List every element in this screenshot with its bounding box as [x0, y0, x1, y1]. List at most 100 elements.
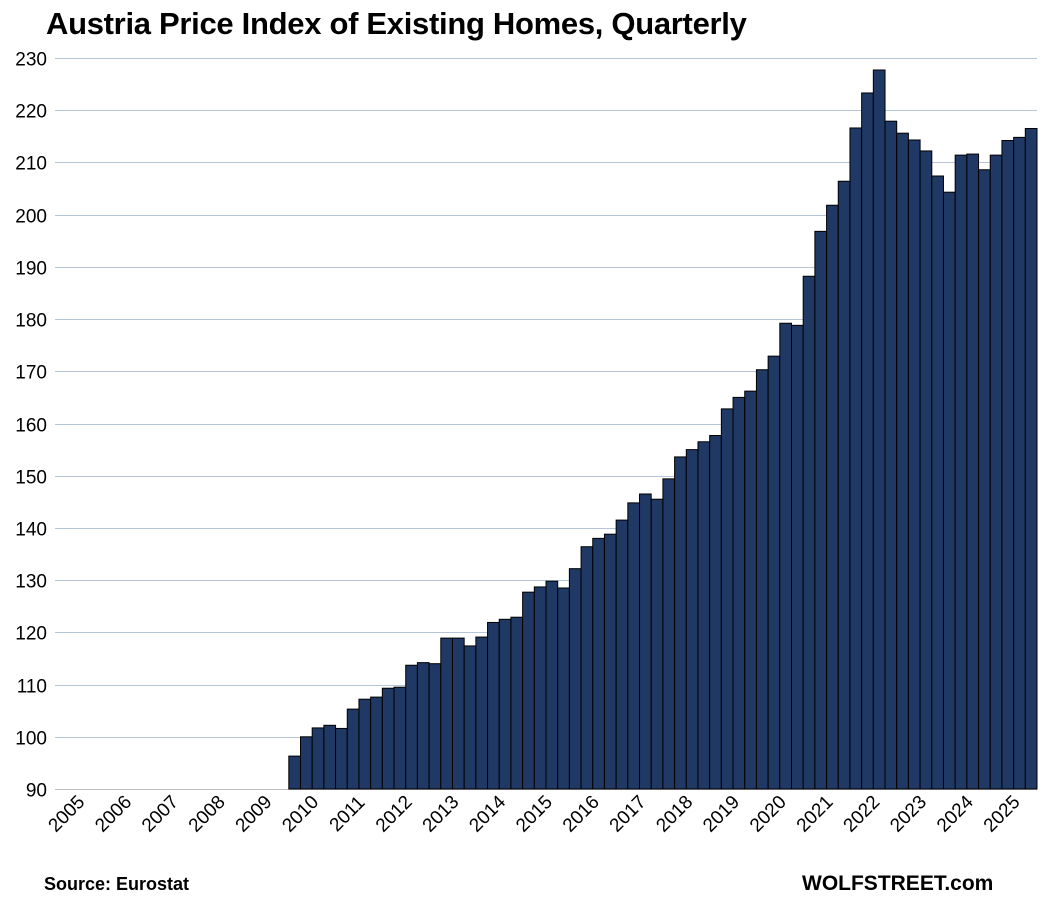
x-tick-label: 2005 [45, 792, 90, 837]
bars [288, 69, 1038, 790]
bar-2019Q2 [720, 408, 734, 790]
bar-2015Q1 [522, 591, 535, 790]
bar-2013Q2 [440, 637, 453, 790]
bar-2010Q2 [300, 736, 313, 790]
bar-2011Q1 [335, 727, 348, 790]
brand-logo-text: WOLFSTREET.com [802, 872, 994, 895]
y-tick-label: 120 [15, 624, 47, 645]
bar-2016Q3 [592, 537, 605, 790]
bar-2013Q1 [428, 663, 442, 790]
x-tick-label: 2023 [886, 792, 931, 837]
bar-2022Q2 [861, 92, 874, 790]
chart-title: Austria Price Index of Existing Homes, Q… [46, 6, 747, 41]
x-tick-label: 2022 [840, 792, 885, 837]
bar-2020Q1 [755, 369, 769, 790]
bar-2019Q1 [709, 435, 722, 790]
source-note: Source: Eurostat [44, 874, 190, 894]
bar-2015Q4 [557, 587, 570, 790]
bar-2025Q3 [1013, 136, 1026, 790]
bar-2013Q3 [451, 637, 465, 790]
x-tick-label: 2007 [138, 792, 183, 837]
bar-2024Q1 [942, 191, 956, 790]
bar-2010Q1 [288, 755, 301, 790]
x-tick-label: 2019 [699, 792, 744, 837]
bar-2010Q3 [311, 727, 325, 790]
x-tick-label: 2006 [91, 792, 136, 837]
bar-2024Q2 [954, 154, 968, 790]
bar-2023Q4 [931, 175, 944, 790]
bar-2018Q2 [674, 456, 687, 790]
bar-2014Q4 [510, 616, 524, 790]
x-tick-label: 2020 [746, 792, 791, 837]
x-tick-label: 2015 [512, 792, 557, 837]
x-tick-label: 2009 [232, 792, 277, 837]
bar-2017Q4 [650, 498, 664, 790]
bar-2016Q2 [580, 546, 594, 790]
x-tick-label: 2013 [419, 792, 464, 837]
bar-2017Q3 [639, 493, 652, 790]
bar-2020Q4 [791, 324, 804, 790]
bar-2021Q1 [802, 275, 816, 790]
bar-2022Q4 [884, 120, 898, 790]
x-tick-label: 2024 [933, 791, 978, 836]
bar-2019Q3 [732, 396, 746, 790]
bar-2015Q2 [533, 586, 547, 790]
bar-2017Q2 [627, 502, 641, 790]
bar-2021Q4 [837, 180, 851, 790]
bar-2018Q4 [697, 441, 711, 790]
bar-2025Q1 [989, 154, 1003, 790]
bar-2022Q3 [872, 69, 886, 790]
bar-2025Q4 [1024, 127, 1038, 790]
y-tick-label: 130 [15, 572, 47, 593]
bar-2018Q3 [685, 449, 699, 790]
bar-2024Q3 [966, 153, 980, 790]
x-axis-ticks: 2005 2006 2007 2008 2009 2010 2011 2012 2013 2014… [45, 791, 1025, 836]
bar-2016Q4 [603, 533, 617, 790]
bar-2021Q3 [826, 204, 839, 790]
y-tick-label: 160 [15, 416, 47, 437]
y-tick-label: 220 [15, 102, 47, 123]
bar-2012Q1 [381, 687, 395, 790]
y-tick-label: 190 [15, 259, 47, 280]
x-tick-label: 2021 [793, 792, 838, 837]
bar-2012Q2 [393, 686, 407, 790]
bar-2022Q1 [849, 127, 863, 790]
bar-2014Q1 [475, 636, 489, 790]
bar-2023Q3 [919, 150, 933, 790]
bar-2025Q2 [1001, 140, 1015, 790]
y-tick-label: 150 [15, 468, 47, 489]
x-tick-label: 2011 [326, 792, 370, 836]
y-tick-label: 90 [26, 781, 47, 802]
bar-2014Q3 [498, 618, 512, 790]
bar-2020Q2 [767, 355, 781, 790]
bar-2011Q2 [346, 708, 360, 790]
bar-2017Q1 [615, 519, 629, 790]
bar-2021Q2 [814, 230, 828, 790]
x-tick-label: 2008 [185, 792, 230, 837]
x-tick-label: 2016 [559, 792, 604, 837]
bar-2024Q4 [978, 169, 991, 790]
bar-2018Q1 [662, 478, 676, 790]
bar-2011Q4 [370, 696, 383, 790]
bar-2023Q2 [907, 139, 921, 790]
bar-2010Q4 [323, 724, 337, 790]
y-tick-label: 170 [15, 363, 47, 384]
bar-2015Q3 [545, 580, 559, 790]
x-tick-label: 2012 [372, 792, 417, 837]
y-axis-ticks: 90 100 110 120 130 140 150 160 170 180 190 200 210 22… [15, 50, 47, 802]
bar-2014Q2 [487, 621, 500, 790]
bar-2019Q4 [744, 390, 757, 790]
bar-2023Q1 [896, 132, 909, 790]
bar-2012Q4 [416, 662, 430, 790]
y-tick-label: 180 [15, 311, 47, 332]
x-tick-label: 2017 [606, 792, 651, 837]
x-tick-label: 2025 [980, 792, 1025, 837]
x-tick-label: 2014 [465, 791, 510, 836]
y-tick-label: 140 [15, 520, 47, 541]
bar-2011Q3 [358, 698, 372, 790]
bar-2020Q3 [779, 322, 792, 790]
y-tick-label: 230 [15, 50, 47, 71]
bar-2012Q3 [405, 664, 418, 790]
y-tick-label: 210 [15, 154, 47, 175]
